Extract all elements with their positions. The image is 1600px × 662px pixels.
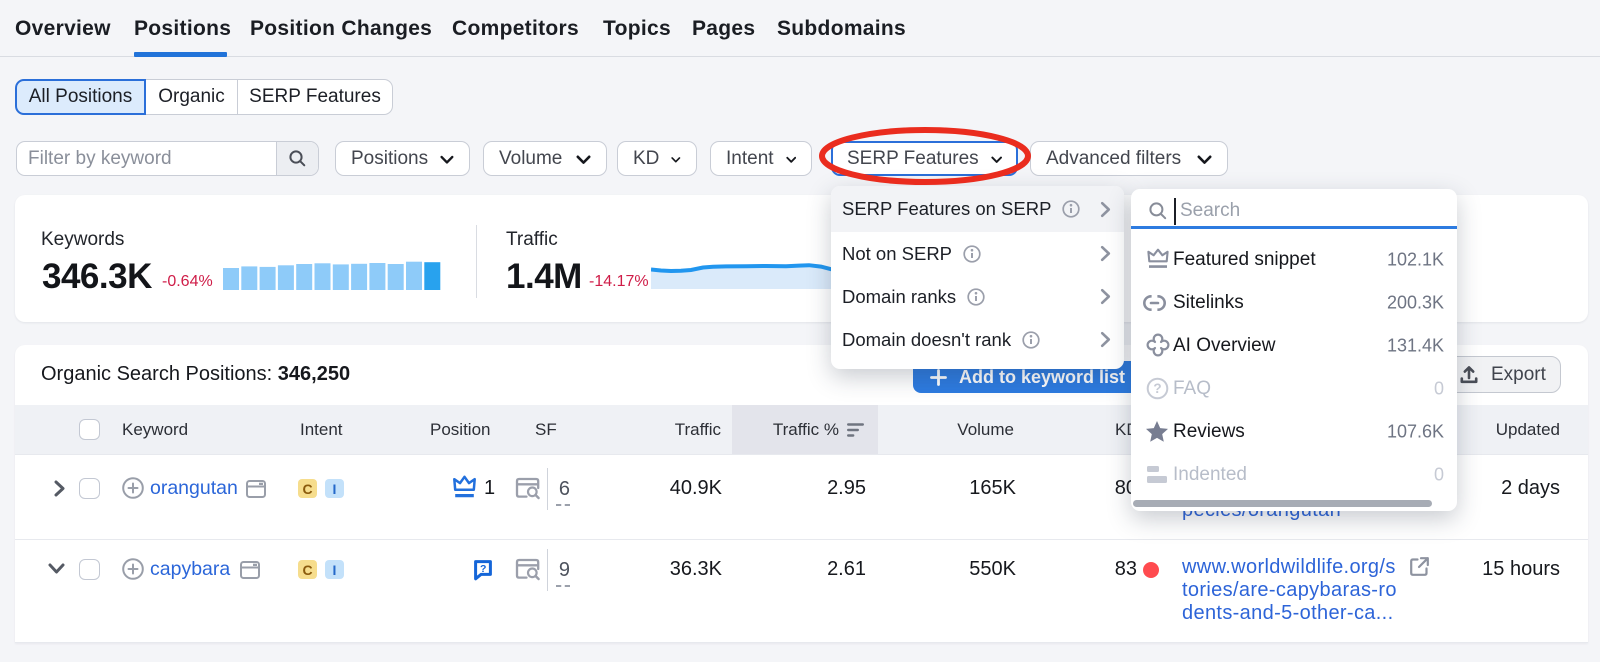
svg-text:?: ? <box>480 563 486 575</box>
svg-text:?: ? <box>1153 381 1161 396</box>
